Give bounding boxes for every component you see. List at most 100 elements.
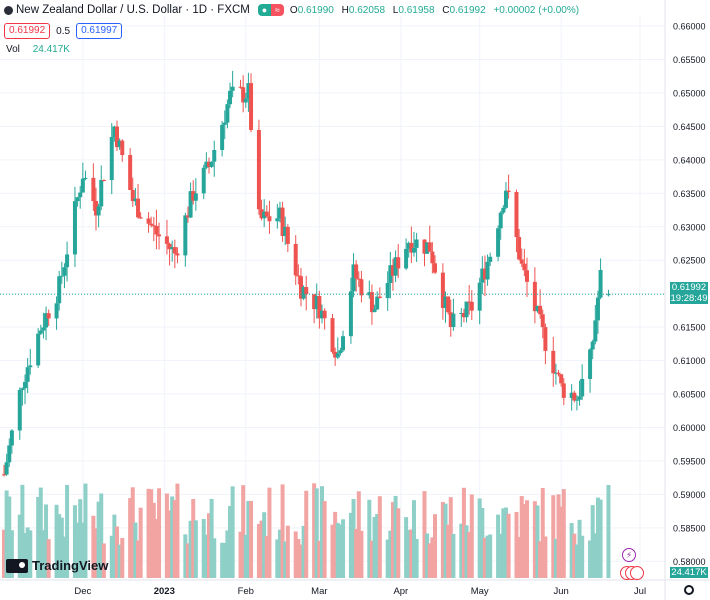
volume-bar (54, 504, 59, 578)
candle-body (209, 161, 214, 167)
candle-body (485, 261, 490, 280)
candle-body (572, 392, 577, 401)
currency-flag-icon (4, 5, 13, 15)
candle-body (553, 372, 558, 374)
candle-body (249, 83, 254, 130)
volume-bar (501, 508, 506, 578)
volume-bar (317, 540, 322, 578)
volume-bar (277, 529, 282, 578)
candle-body (267, 216, 272, 222)
volume-bar (443, 503, 448, 578)
volume-bar (183, 534, 188, 578)
candle-body (577, 396, 582, 400)
candle-body (543, 327, 548, 351)
close-value: 0.61992 (449, 4, 486, 16)
y-axis-tick-label: 0.61000 (673, 356, 706, 366)
candle-body (17, 389, 22, 431)
market-open-icon: ● (257, 4, 271, 16)
candle-body (519, 259, 524, 264)
volume-bar (333, 511, 338, 578)
volume-bar (172, 500, 177, 578)
lightning-icon[interactable]: ⚡ (622, 548, 636, 562)
volume-bar (330, 524, 335, 578)
gear-icon[interactable] (684, 585, 694, 595)
candle-body (461, 312, 466, 318)
volume-bar (136, 540, 141, 578)
candle-body (482, 268, 487, 280)
economic-events-icon[interactable] (620, 566, 644, 580)
volume-bar (482, 537, 487, 578)
symbol-title[interactable]: New Zealand Dollar / U.S. Dollar · 1D · … (16, 4, 250, 16)
candle-body (385, 282, 390, 299)
candle-body (220, 124, 225, 150)
candle-body (451, 313, 456, 327)
candle-body (488, 256, 493, 262)
volume-bar (225, 530, 230, 578)
volume-bar (115, 526, 120, 578)
volume-bar (606, 485, 611, 578)
candle-body (228, 90, 233, 105)
market-status-pill[interactable]: ● ≈ (257, 4, 284, 16)
brand-name: TradingView (32, 558, 109, 573)
volume-bar (191, 499, 196, 578)
volume-bar (62, 536, 67, 578)
volume-bar (354, 528, 359, 578)
volume-bar (204, 534, 209, 578)
volume-bar (17, 514, 22, 578)
volume-bar (93, 528, 98, 578)
candle-body (496, 228, 501, 257)
volume-bar (469, 494, 474, 578)
volume-bar (133, 522, 138, 578)
candle-body (280, 207, 285, 237)
candle-body (185, 215, 190, 218)
volume-bar (243, 534, 248, 578)
candle-body (535, 305, 540, 312)
candle-body (149, 223, 154, 226)
volume-label[interactable]: Vol (6, 44, 20, 55)
volume-bar (264, 536, 269, 578)
candle-body (256, 129, 261, 210)
volume-bar (80, 522, 85, 578)
buy-button[interactable]: 0.61997 (76, 23, 123, 39)
volume-bar (146, 488, 151, 578)
y-axis-tick-label: 0.60000 (673, 423, 706, 433)
volume-legend: Vol 24.417K (6, 44, 70, 55)
volume-legend-value: 24.417K (32, 44, 70, 55)
y-axis-tick-label: 0.61500 (673, 323, 706, 333)
candle-body (75, 197, 80, 202)
volume-bar (230, 486, 235, 578)
candle-body (115, 126, 120, 148)
volume-bar (41, 530, 46, 578)
volume-bar (532, 501, 537, 578)
sell-button[interactable]: 0.61992 (4, 23, 51, 39)
candle-body (335, 353, 340, 358)
volume-bar (338, 524, 343, 578)
volume-bar (312, 483, 317, 578)
candle-body (138, 217, 143, 219)
volume-bar (120, 538, 125, 578)
candle-body (427, 242, 432, 252)
volume-bar (25, 527, 30, 578)
candle-body (157, 234, 162, 237)
candle-body (348, 291, 353, 337)
volume-bar (590, 505, 595, 578)
tradingview-logo[interactable]: TradingView (6, 558, 108, 573)
candle-body (44, 313, 49, 328)
volume-bar (130, 487, 135, 578)
candle-body (469, 301, 474, 311)
y-axis-tick-label: 0.62500 (673, 256, 706, 266)
volume-bar (36, 497, 41, 578)
y-axis-tick-label: 0.60500 (673, 390, 706, 400)
volume-bar (477, 498, 482, 578)
candle-body (225, 104, 230, 123)
open-value: 0.61990 (297, 4, 334, 16)
volume-bar (170, 496, 175, 578)
y-axis-tick-label: 0.65500 (673, 55, 706, 65)
x-axis-tick-label: Jun (553, 586, 568, 597)
candle-body (183, 215, 188, 256)
candle-body (593, 320, 598, 342)
candle-body (112, 126, 117, 137)
y-axis-tick-label: 0.58500 (673, 523, 706, 533)
